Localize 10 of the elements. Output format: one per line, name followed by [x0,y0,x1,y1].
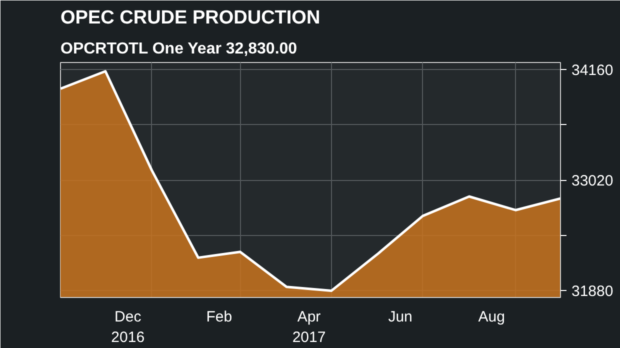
x-tick-label: Apr 2017 [292,308,326,346]
y-tick-label: 34160 [572,62,614,79]
chart-subtitle: OPCRTOTL One Year 32,830.00 [60,40,298,58]
x-tick-label: Aug [478,308,505,326]
chart-title: OPEC CRUDE PRODUCTION [60,8,320,28]
x-tick-label: Dec 2016 [111,308,145,346]
x-tick-label: Jun [388,308,412,326]
y-tick-label: 31880 [572,283,614,300]
x-tick-label: Feb [206,308,232,326]
y-tick-label: 33020 [572,172,614,190]
